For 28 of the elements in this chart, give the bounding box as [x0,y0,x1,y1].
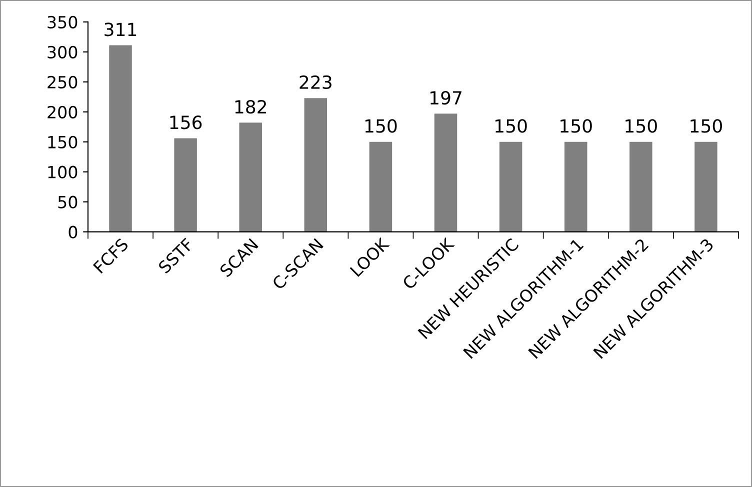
data-label: 156 [170,116,202,130]
data-label: 150 [496,119,527,133]
bar [694,142,718,232]
bar [499,142,522,232]
data-label: 150 [690,119,722,133]
bar [630,142,652,232]
data-label: 150 [365,119,397,133]
bar [304,98,328,232]
y-tick-label: 350 [48,16,78,28]
y-tick-label: 300 [48,46,78,58]
bar [109,45,132,232]
data-label: 311 [104,22,136,36]
y-tick-label: 50 [58,196,78,208]
data-label: 197 [430,90,462,105]
data-label: 223 [300,75,332,90]
data-label: 150 [560,119,592,133]
bar [239,122,262,232]
y-tick-label: 250 [48,76,78,88]
bar [434,114,458,232]
y-tick-label: 0 [68,226,78,238]
data-label: 182 [235,100,266,114]
bar [564,142,588,232]
y-tick-label: 100 [48,166,78,178]
y-tick-label: 150 [48,136,78,148]
bar [369,142,392,232]
data-label: 150 [626,119,657,133]
bar [174,138,197,232]
y-tick-label: 200 [48,106,78,118]
